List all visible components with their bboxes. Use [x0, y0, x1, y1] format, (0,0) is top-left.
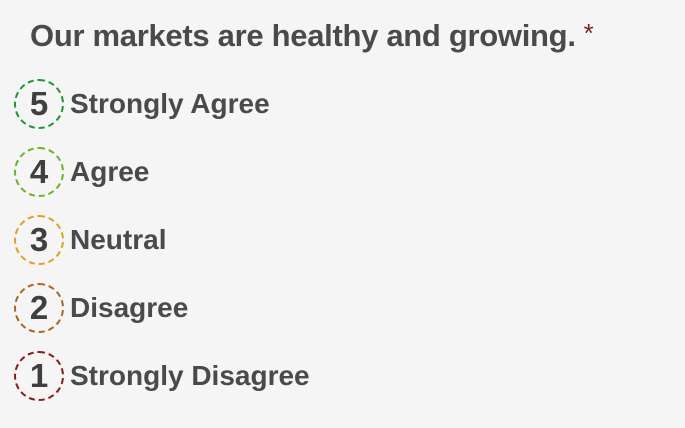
option-strongly-disagree[interactable]: 1 Strongly Disagree [14, 351, 674, 401]
option-number-circle[interactable]: 1 [14, 351, 64, 401]
option-number-circle[interactable]: 3 [14, 215, 64, 265]
option-number-circle[interactable]: 4 [14, 147, 64, 197]
option-neutral[interactable]: 3 Neutral [14, 215, 674, 265]
option-number-circle[interactable]: 5 [14, 79, 64, 129]
option-agree[interactable]: 4 Agree [14, 147, 674, 197]
option-label: Strongly Disagree [70, 360, 310, 391]
option-number-circle[interactable]: 2 [14, 283, 64, 333]
required-marker: * [583, 18, 594, 48]
option-label: Disagree [70, 292, 189, 323]
option-label: Strongly Agree [70, 88, 270, 119]
question-title: Our markets are healthy and growing. * [30, 18, 594, 54]
option-label: Neutral [70, 224, 167, 255]
option-label: Agree [70, 156, 150, 187]
option-disagree[interactable]: 2 Disagree [14, 283, 674, 333]
likert-options: 5 Strongly Agree 4 Agree 3 Neutral 2 Dis… [14, 79, 674, 419]
question-text: Our markets are healthy and growing. [30, 18, 576, 53]
option-strongly-agree[interactable]: 5 Strongly Agree [14, 79, 674, 129]
